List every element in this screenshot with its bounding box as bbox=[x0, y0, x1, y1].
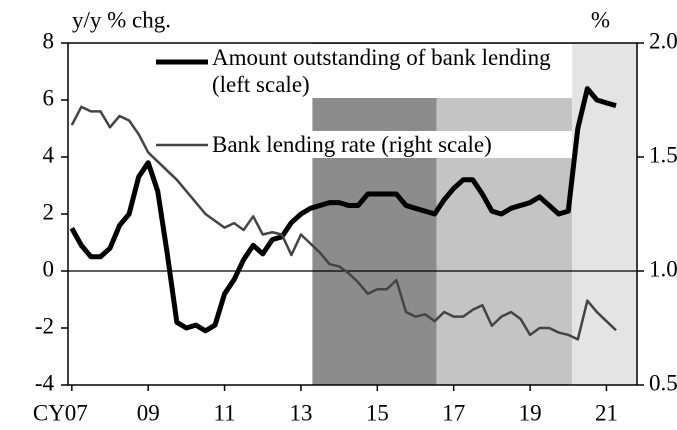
series-line bbox=[70, 105, 617, 341]
y-axis-label: y/y % chg. bbox=[72, 7, 171, 32]
x-tick-label: 11 bbox=[213, 400, 235, 425]
y-tick-label: -4 bbox=[35, 370, 55, 395]
x-tick-label: 17 bbox=[442, 400, 465, 425]
x-tick-label: 19 bbox=[519, 400, 542, 425]
y2-axis-label: % bbox=[591, 7, 610, 32]
y2-tick-label: 1.5 bbox=[649, 142, 677, 167]
y-tick-label: -2 bbox=[35, 313, 54, 338]
shaded-region bbox=[572, 43, 637, 385]
legend-label: Bank lending rate (right scale) bbox=[212, 131, 572, 158]
y2-tick-label: 2.0 bbox=[649, 28, 677, 53]
series-line bbox=[69, 86, 617, 334]
x-tick-label: 21 bbox=[595, 400, 618, 425]
legend-label: Amount outstanding of bank lending (left… bbox=[212, 44, 572, 98]
shaded-region bbox=[312, 43, 437, 385]
y-tick-label: 8 bbox=[43, 28, 55, 53]
y2-tick-label: 1.0 bbox=[649, 256, 677, 281]
y2-tick-label: 0.5 bbox=[649, 370, 677, 395]
x-tick-label: 13 bbox=[289, 400, 312, 425]
plot-frame bbox=[67, 42, 638, 386]
x-tick-label: 09 bbox=[137, 400, 160, 425]
y-tick-label: 6 bbox=[43, 85, 55, 110]
y-tick-label: 0 bbox=[43, 256, 55, 281]
x-tick-label: CY07 bbox=[33, 400, 88, 425]
x-tick-label: 15 bbox=[366, 400, 389, 425]
y-tick-label: 4 bbox=[43, 142, 55, 167]
y-tick-label: 2 bbox=[43, 199, 55, 224]
